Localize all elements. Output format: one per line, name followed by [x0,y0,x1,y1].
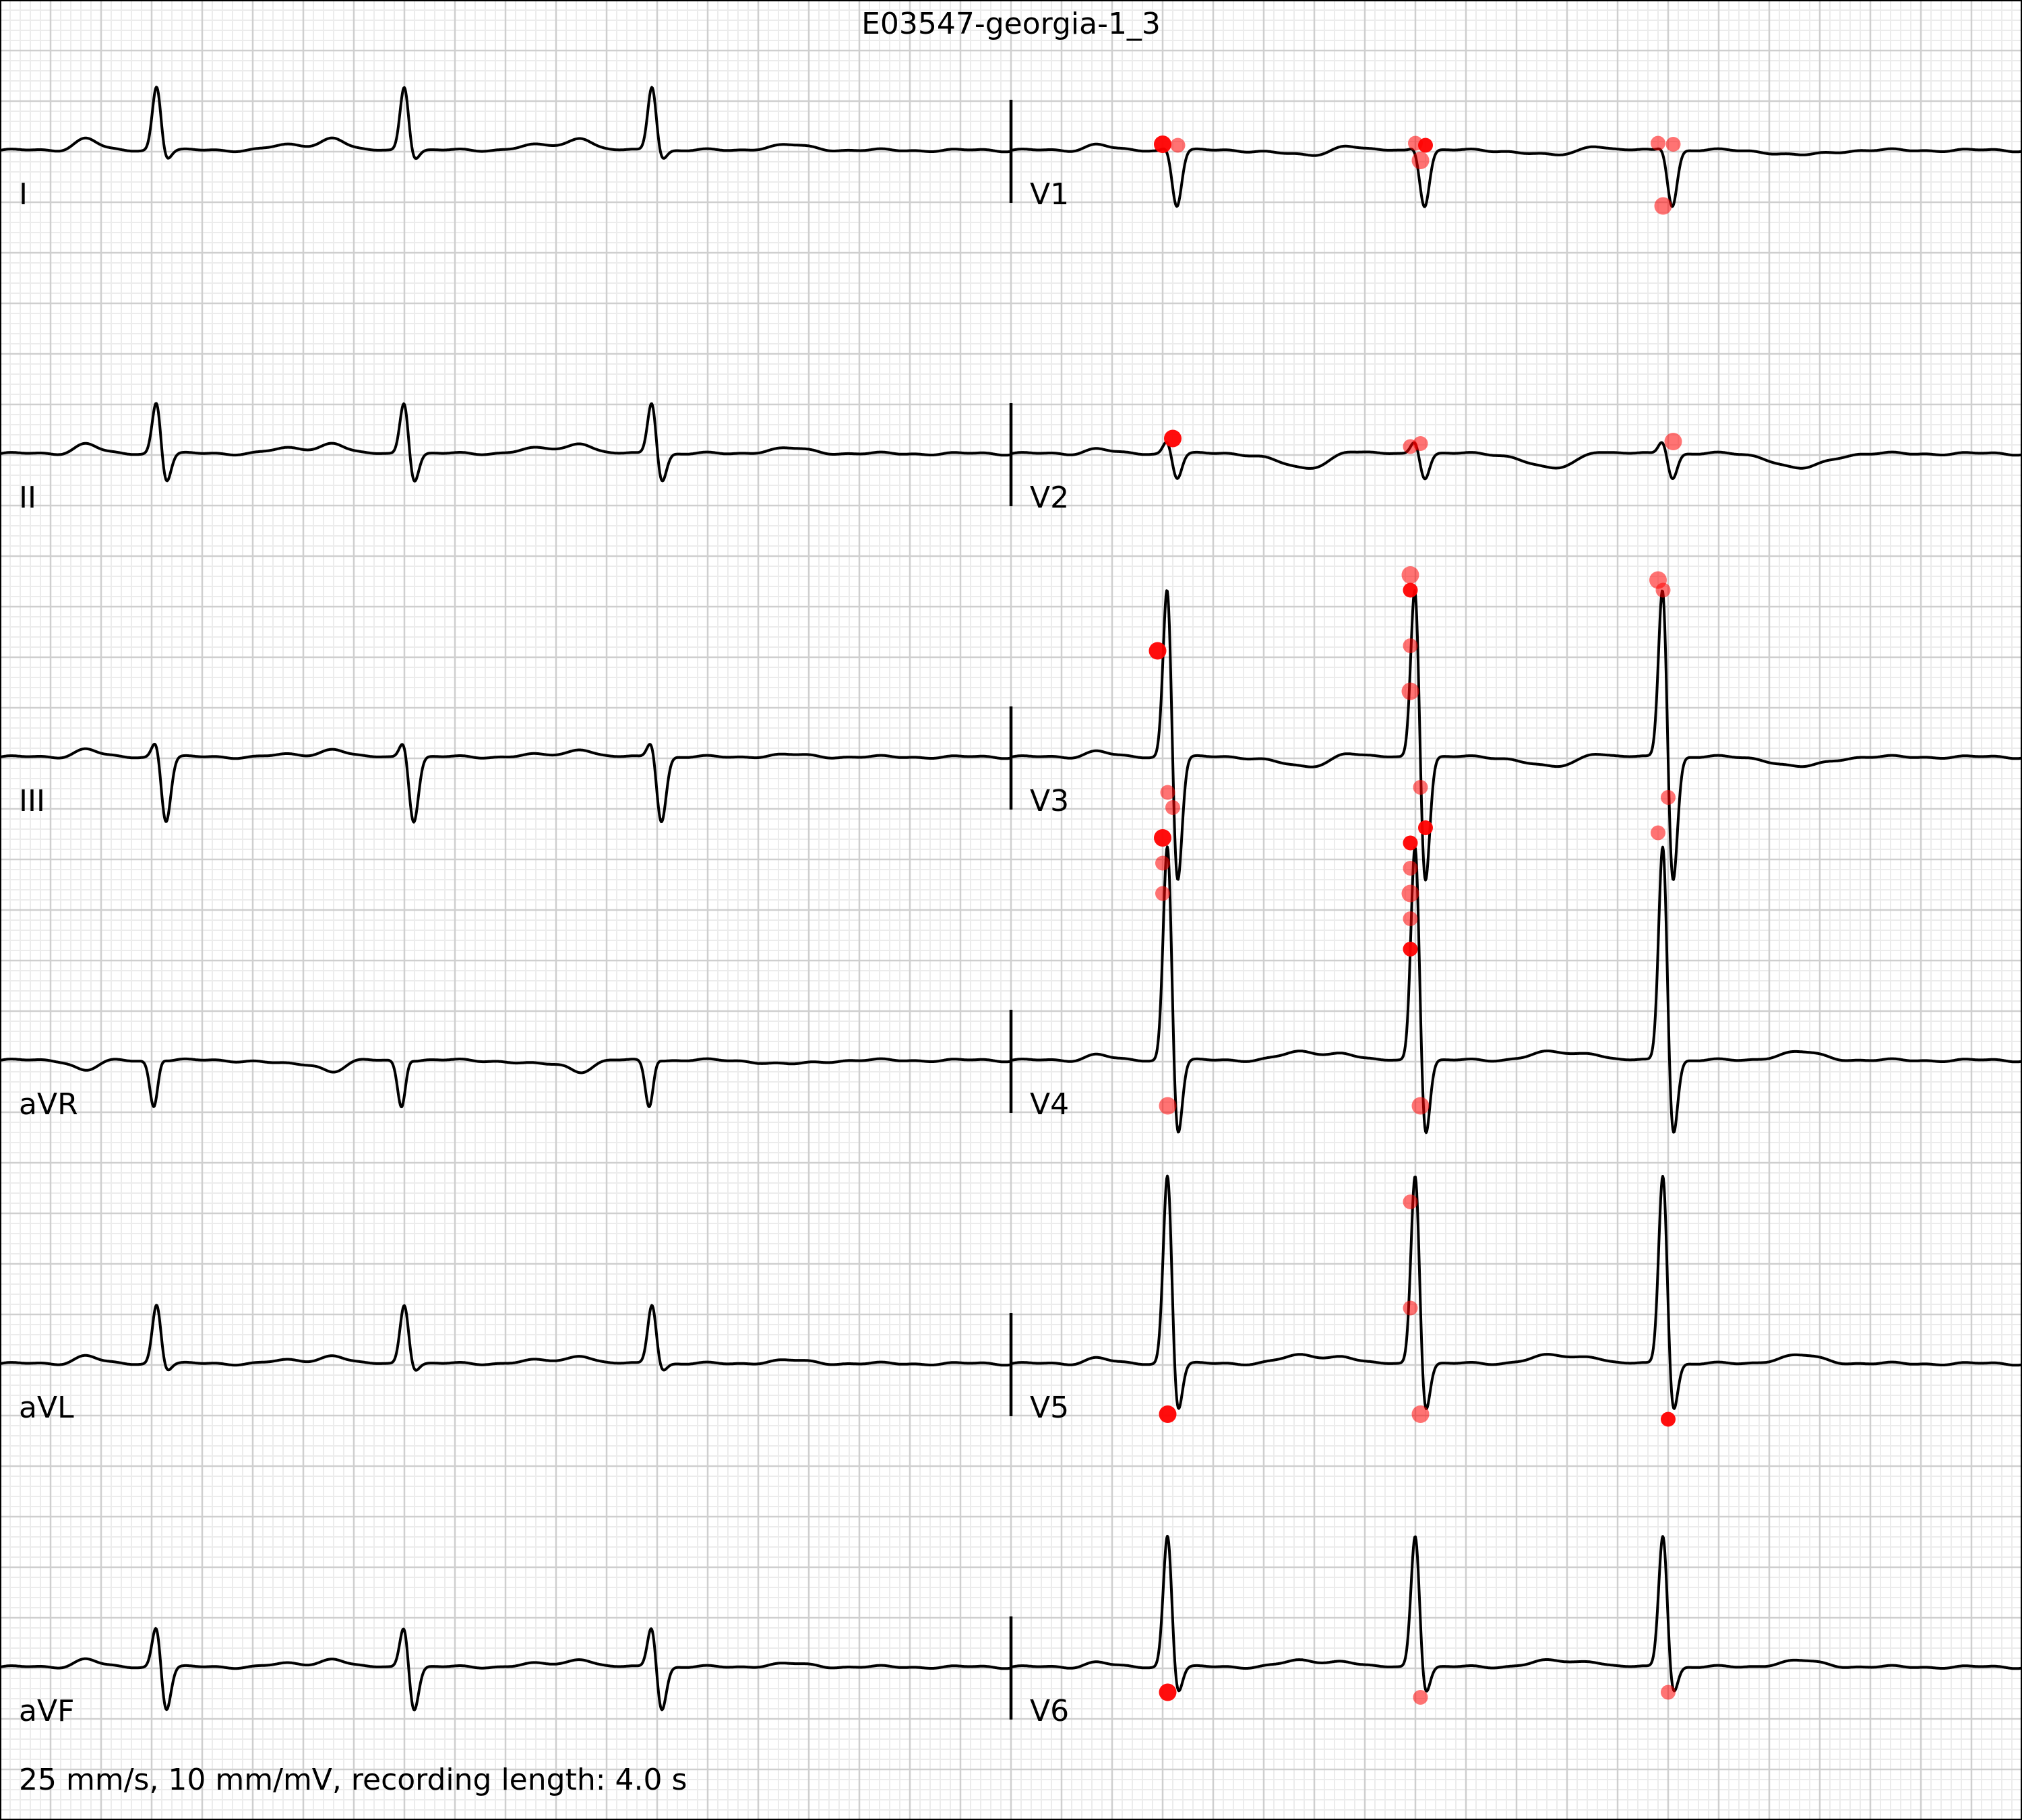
lead-trace-aVR [0,1057,1012,1109]
annotation-marker-V6 [1413,1690,1428,1705]
lead-label-V3: V3 [1030,784,1069,818]
annotation-marker-V3 [1418,820,1433,835]
annotation-marker-V2 [1413,436,1428,451]
annotation-marker-V5 [1403,1194,1418,1209]
annotation-marker-V4 [1155,886,1170,901]
lead-trace-II [0,402,1012,483]
lead-trace-V5 [1010,1174,2022,1410]
annotation-marker-V1 [1654,197,1672,215]
lead-label-aVL: aVL [19,1391,74,1425]
annotation-marker-V5 [1411,1405,1430,1423]
annotation-marker-V5 [1159,1405,1177,1423]
annotation-marker-V3 [1165,800,1180,815]
lead-label-V6: V6 [1030,1694,1069,1728]
annotation-marker-V1 [1418,138,1433,153]
annotation-marker-V1 [1651,135,1665,151]
annotation-marker-V3 [1403,638,1418,653]
annotation-marker-V4 [1155,855,1170,871]
annotation-marker-V4 [1154,829,1171,847]
lead-label-V2: V2 [1030,481,1069,515]
annotation-marker-V3 [1413,780,1428,795]
annotation-marker-V4 [1401,884,1419,903]
lead-trace-III [0,742,1012,824]
lead-label-V5: V5 [1030,1391,1069,1425]
lead-trace-V6 [1010,1534,2022,1693]
lead-trace-aVF [0,1627,1012,1711]
lead-label-aVR: aVR [19,1087,78,1122]
lead-trace-I [0,86,1012,160]
annotation-marker-V4 [1403,911,1418,926]
annotation-marker-V2 [1164,429,1182,448]
annotation-marker-V4 [1403,835,1418,851]
annotation-marker-V3 [1401,682,1419,700]
chart-title: E03547-georgia-1_3 [861,7,1161,41]
annotation-marker-V6 [1159,1683,1177,1701]
lead-trace-V4 [1010,845,2022,1134]
annotation-marker-V4 [1411,1097,1430,1115]
annotation-marker-V5 [1403,1300,1418,1316]
lead-traces [0,86,2022,1720]
annotation-marker-V3 [1403,582,1418,598]
lead-label-I: I [19,177,28,212]
lead-label-aVF: aVF [19,1694,74,1728]
lead-trace-aVL [0,1304,1012,1372]
lead-trace-V2 [1010,441,2022,481]
annotation-marker-V1 [1411,152,1430,169]
annotation-marker-V3 [1655,582,1671,598]
lead-label-V4: V4 [1030,1087,1069,1122]
footer-text: 25 mm/s, 10 mm/mV, recording length: 4.0… [19,1763,687,1797]
annotation-marker-V3 [1148,642,1167,660]
lead-trace-V1 [1010,142,2022,208]
annotation-marker-V4 [1403,861,1418,876]
annotation-marker-V3 [1401,566,1419,584]
annotation-marker-V1 [1665,137,1681,152]
annotation-marker-V3 [1661,790,1676,805]
lead-label-III: III [19,784,45,818]
lead-trace-V3 [1010,589,2022,882]
annotation-marker-V3 [1160,785,1175,800]
annotation-marker-V5 [1661,1412,1676,1427]
lead-label-V1: V1 [1030,177,1069,212]
annotation-marker-V1 [1170,138,1186,153]
annotation-markers [1148,135,1682,1705]
annotation-marker-V4 [1651,825,1665,841]
annotation-marker-V1 [1154,135,1171,153]
lead-label-II: II [19,481,36,515]
annotation-marker-V4 [1403,942,1418,957]
annotation-marker-V6 [1661,1685,1676,1700]
annotation-marker-V2 [1664,433,1682,450]
annotation-marker-V4 [1159,1097,1177,1115]
